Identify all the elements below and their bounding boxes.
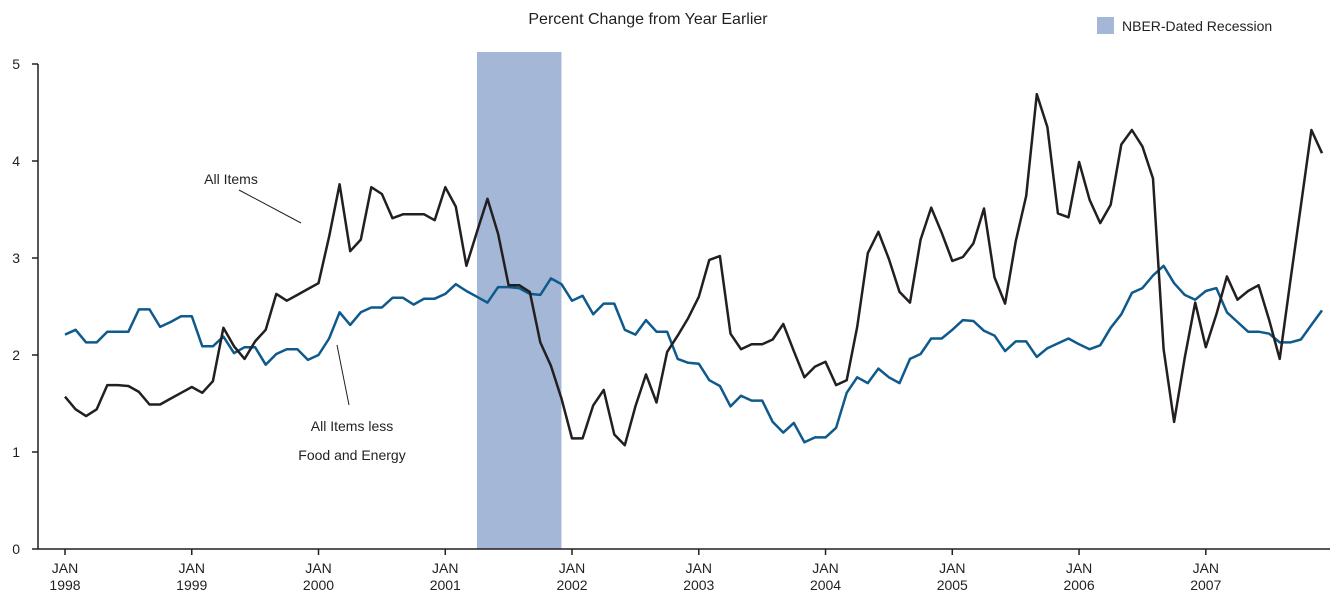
chart-title: Percent Change from Year Earlier [528, 11, 768, 28]
leader-line [238, 189, 302, 224]
x-tick-label: JAN 2002 [556, 560, 587, 593]
y-tick-label: 4 [12, 153, 20, 169]
y-tick-label: 2 [12, 347, 20, 363]
x-tick-label: JAN 2005 [937, 560, 968, 593]
y-tick-label: 3 [12, 250, 20, 266]
x-tick-label: JAN 2006 [1063, 560, 1094, 593]
y-tick-label: 1 [12, 444, 20, 460]
annotation: All Items [204, 171, 258, 187]
annotation: All Items less [311, 418, 393, 434]
x-tick-label: JAN 2003 [683, 560, 714, 593]
x-tick-label: JAN 1999 [176, 560, 207, 593]
leader-line [336, 344, 350, 406]
annotation: Food and Energy [298, 447, 405, 463]
x-tick-label: JAN 2000 [303, 560, 334, 593]
x-tick-label: JAN 1998 [49, 560, 80, 593]
series-line [64, 92, 1324, 447]
y-tick-label: 5 [12, 56, 20, 72]
x-tick-label: JAN 2004 [810, 560, 841, 593]
legend-swatch [1097, 17, 1114, 34]
recession-band [476, 52, 562, 549]
series-line [64, 264, 1324, 444]
legend-label: NBER-Dated Recession [1122, 18, 1272, 34]
x-tick-label: JAN 2001 [430, 560, 461, 593]
x-tick-label: JAN 2007 [1190, 560, 1221, 593]
y-tick-label: 0 [12, 541, 20, 557]
